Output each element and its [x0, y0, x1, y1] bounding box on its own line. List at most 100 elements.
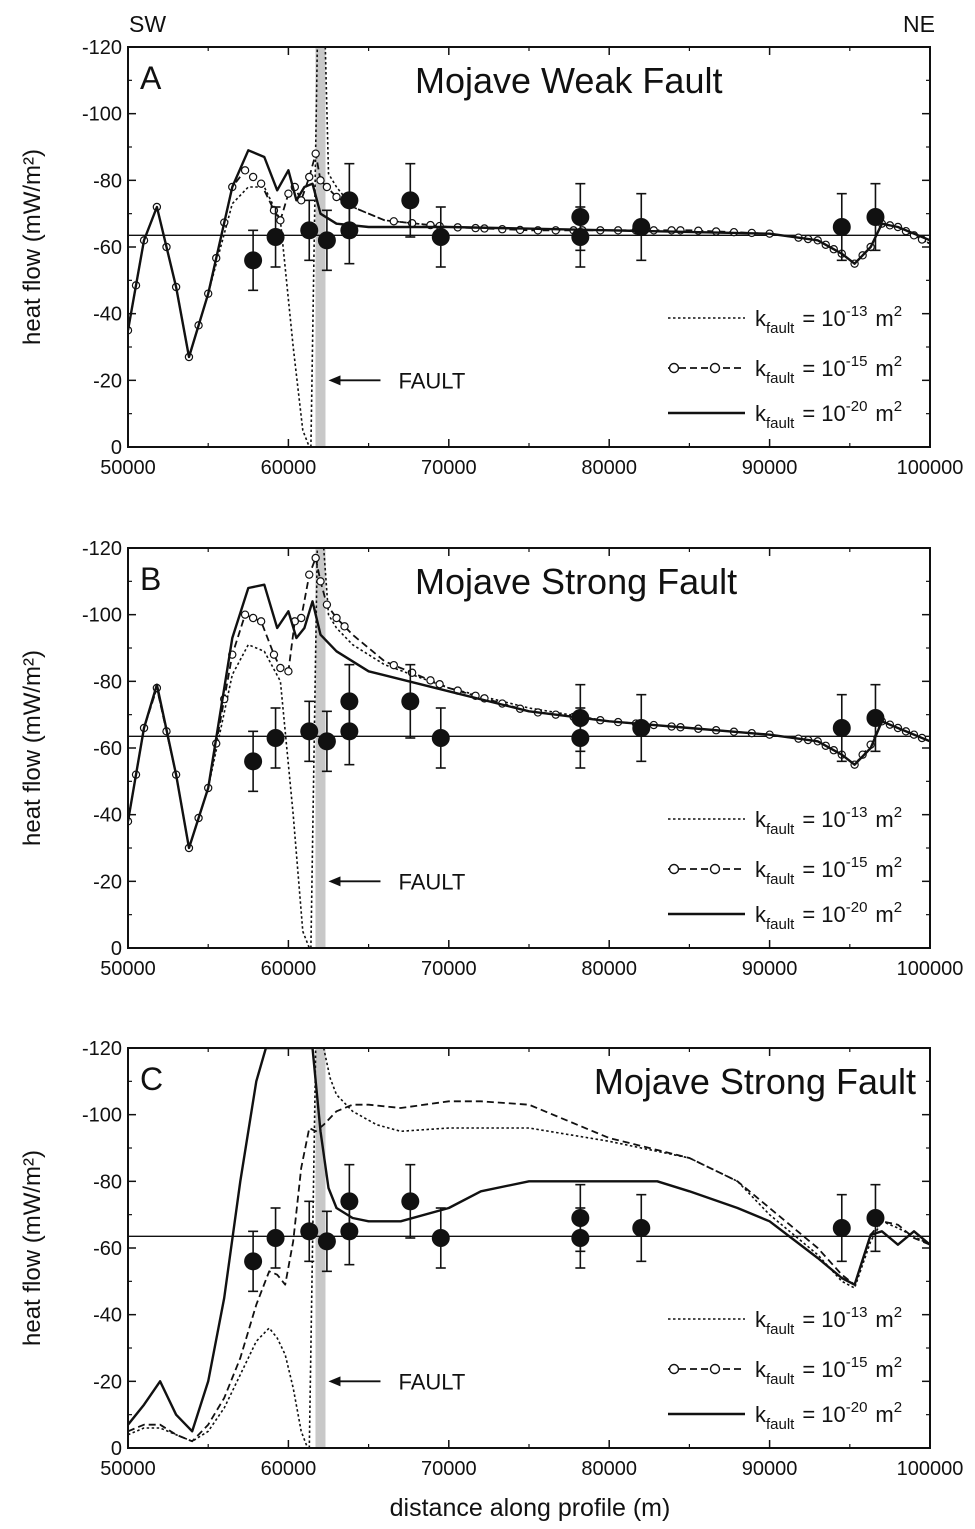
legend-marker	[709, 1363, 721, 1375]
measurement-point	[244, 1252, 263, 1271]
legend-label: kfault = 10-20 m2	[755, 398, 904, 432]
measurement-point	[300, 221, 319, 240]
measurement-point	[401, 191, 420, 210]
measurement-point	[832, 218, 851, 236]
measurement-point	[866, 208, 885, 226]
fault-label: FAULT	[398, 368, 465, 393]
legend-label: kfault = 10-20 m2	[755, 1399, 904, 1433]
measurement-point	[266, 228, 285, 246]
x-tick-label: 50000	[100, 958, 156, 980]
series-line-5	[128, 149, 930, 359]
y-tick-label: -80	[93, 170, 122, 192]
series-line-2	[308, 1048, 317, 1448]
series-marker	[316, 176, 325, 185]
x-tick-label: 80000	[581, 1458, 637, 1480]
series-marker	[284, 667, 293, 676]
y-tick-label: -20	[93, 871, 122, 893]
measurement-point	[571, 228, 590, 246]
measurement-point	[832, 719, 851, 737]
panel-c: 0 -20 -40 -60 -80 -100 -120 50000 60000 70000 8000…	[19, 1038, 963, 1480]
legend-label: kfault = 10-15 m2	[755, 353, 904, 387]
x-tick-label: 90000	[742, 457, 798, 479]
fault-arrow-head	[328, 876, 341, 887]
x-tick-label: 50000	[100, 1458, 156, 1480]
x-tick-label: 70000	[421, 457, 477, 479]
y-tick-label: -60	[93, 1238, 122, 1260]
measurement-point	[571, 729, 590, 747]
measurement-point	[866, 709, 885, 727]
sw-label: SW	[129, 11, 166, 37]
series-marker	[435, 679, 444, 689]
legend-label: kfault = 10-13 m2	[755, 1304, 904, 1338]
panel-title: Mojave Weak Fault	[415, 60, 722, 101]
measurement-point	[632, 218, 651, 236]
fault-arrow-head	[328, 375, 341, 386]
y-tick-label: -60	[93, 237, 122, 259]
y-axis-title: heat flow (mW/m²)	[19, 650, 46, 846]
panel-letter: A	[140, 60, 162, 96]
series-marker	[269, 206, 279, 215]
series-marker	[256, 179, 266, 188]
y-tick-label: -100	[82, 1105, 122, 1127]
series-line-5	[128, 1048, 930, 1433]
y-tick-label: -120	[82, 1038, 122, 1060]
series-marker	[389, 660, 399, 670]
x-tick-label: 60000	[261, 1458, 317, 1480]
series-marker	[322, 600, 332, 609]
measurement-point	[571, 1229, 590, 1247]
fault-label: FAULT	[398, 1369, 465, 1394]
legend-marker	[668, 1363, 680, 1375]
series-line-1	[128, 1327, 309, 1448]
x-tick-label: 50000	[100, 457, 156, 479]
y-tick-label: 0	[111, 1438, 122, 1460]
fault-zone-band	[315, 1048, 326, 1448]
measurement-point	[401, 692, 420, 711]
series-marker	[240, 166, 250, 175]
measurement-point	[431, 1229, 450, 1247]
measurement-point	[431, 729, 450, 747]
legend-label: kfault = 10-13 m2	[755, 804, 904, 838]
y-tick-label: -100	[82, 104, 122, 126]
series-marker	[256, 617, 266, 626]
legend-marker	[668, 362, 680, 374]
y-tick-label: 0	[111, 938, 122, 960]
measurement-point	[244, 752, 263, 771]
measurement-point	[266, 1229, 285, 1247]
plot-frame	[127, 547, 931, 949]
series-marker	[276, 663, 285, 673]
measurement-point	[832, 1219, 851, 1237]
series-marker	[305, 172, 314, 182]
legend-label: kfault = 10-13 m2	[755, 303, 904, 337]
series-marker	[340, 622, 349, 631]
y-tick-label: 0	[111, 437, 122, 459]
measurement-point	[317, 231, 336, 250]
panel-title: Mojave Strong Fault	[594, 1061, 916, 1102]
measurement-point	[340, 191, 359, 210]
series-marker	[311, 553, 320, 563]
panel-letter: C	[140, 1061, 163, 1097]
measurement-point	[401, 1192, 420, 1211]
plot-frame	[127, 46, 931, 448]
x-tick-label: 70000	[421, 958, 477, 980]
y-tick-label: -20	[93, 1371, 122, 1393]
measurement-point	[340, 1192, 359, 1211]
y-tick-label: -60	[93, 738, 122, 760]
panel-a: 0 -20 -40 -60 -80 -100 -120 50000 60000 70000 8000…	[19, 37, 963, 479]
series-marker	[248, 613, 258, 623]
fault-arrow-head	[328, 1376, 341, 1387]
y-tick-label: -40	[93, 1305, 122, 1327]
series-marker	[297, 613, 306, 623]
x-tick-label: 80000	[581, 958, 637, 980]
x-tick-label: 70000	[421, 1458, 477, 1480]
series-marker	[316, 577, 325, 586]
measurement-point	[317, 732, 336, 751]
measurement-point	[431, 228, 450, 246]
series-marker	[322, 182, 332, 192]
measurement-point	[317, 1232, 336, 1251]
legend-label: kfault = 10-15 m2	[755, 854, 904, 888]
panel-title: Mojave Strong Fault	[415, 561, 737, 602]
x-tick-label: 80000	[581, 457, 637, 479]
legend-marker	[709, 863, 721, 875]
series-marker	[332, 192, 341, 202]
y-tick-label: -40	[93, 805, 122, 827]
